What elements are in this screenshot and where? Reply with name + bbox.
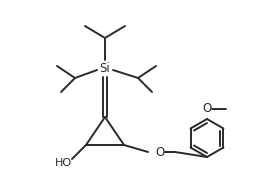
Text: O: O [202,102,212,115]
Text: HO: HO [55,158,72,168]
Text: O: O [155,146,165,158]
Text: Si: Si [100,62,110,74]
